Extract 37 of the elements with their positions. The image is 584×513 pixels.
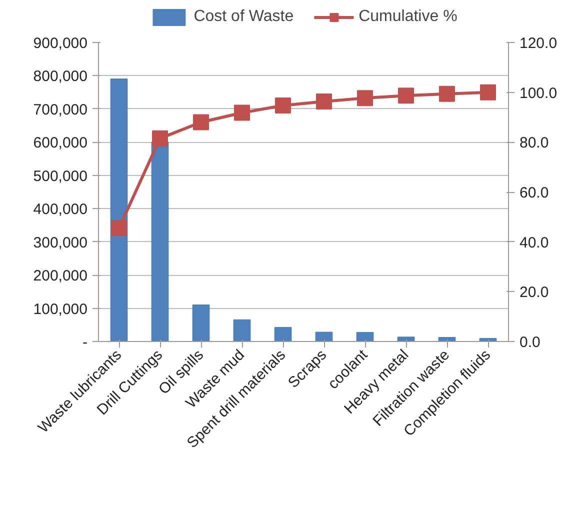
bar (110, 78, 128, 342)
point (193, 114, 209, 130)
point (357, 90, 373, 106)
point (275, 98, 291, 114)
y2-tick-label: 120.0 (520, 35, 558, 52)
legend-label: Cumulative % (358, 8, 458, 26)
y2-tick-label: 0.0 (520, 334, 540, 351)
bar (274, 327, 292, 342)
bar (356, 332, 374, 342)
y-tick-label: 400,000 (33, 201, 88, 218)
point (480, 84, 496, 100)
point (152, 130, 168, 146)
y2-tick-label: 40.0 (520, 234, 549, 252)
y-tick-label: 700,000 (33, 101, 88, 118)
y2-tick-label: 20.0 (520, 284, 549, 302)
bar (315, 332, 333, 342)
point (234, 104, 250, 121)
bar (397, 336, 415, 342)
y2-tick-label: 80.0 (520, 134, 549, 152)
y-tick-label: - (82, 334, 88, 351)
bar (151, 142, 169, 342)
y-tick-label: 200,000 (33, 268, 88, 285)
y2-tick-label: 60.0 (520, 184, 549, 202)
legend-label: Cost of Waste (194, 8, 294, 26)
y-tick-label: 800,000 (33, 68, 88, 86)
y-tick-label: 600,000 (33, 134, 88, 152)
y-tick-label: 500,000 (33, 168, 88, 185)
y-tick-label: 100,000 (33, 300, 88, 318)
y-tick-label: 300,000 (33, 234, 88, 252)
point (439, 86, 455, 102)
point (398, 88, 414, 104)
point (316, 94, 332, 110)
y-tick-label: 900,000 (33, 35, 88, 52)
bar (233, 319, 251, 342)
y2-tick-label: 100.0 (520, 84, 558, 102)
bar (192, 304, 210, 342)
point (111, 220, 127, 236)
